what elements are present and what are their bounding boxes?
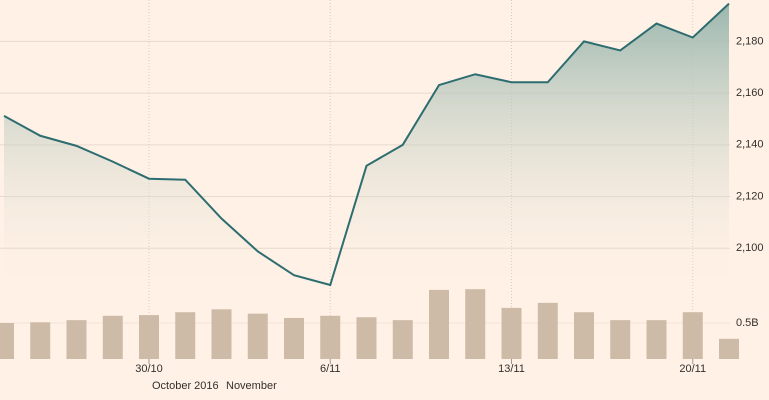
volume-bar [465, 289, 486, 359]
month-label: November [226, 380, 277, 392]
x-tick-label: 30/10 [135, 363, 163, 375]
volume-bar [429, 289, 449, 359]
volume-bar [284, 317, 304, 359]
volume-bar [66, 320, 87, 359]
volume-bar [610, 320, 631, 359]
volume-bar [0, 323, 14, 359]
volume-bar [682, 312, 703, 359]
x-tick-label: 6/11 [320, 363, 341, 375]
y-tick-label: 2,140 [736, 139, 764, 151]
y-tick-label: 2,120 [736, 190, 764, 202]
volume-bar [175, 312, 196, 359]
price-line [3, 2, 730, 287]
volume-bar [537, 302, 558, 359]
volume-bar [139, 315, 159, 359]
volume-bar [30, 322, 51, 359]
volume-bar [211, 309, 232, 359]
y2-tick-label: 0.5B [736, 317, 759, 329]
month-label: October 2016 [152, 380, 219, 392]
y-tick-label: 2,160 [736, 87, 764, 99]
price-area [4, 3, 729, 300]
volume-bar [392, 320, 413, 359]
volume-bar [646, 320, 667, 359]
volume-bar [102, 315, 123, 359]
volume-bar [574, 312, 594, 359]
y-tick-label: 2,180 [736, 35, 764, 47]
volume-bar [356, 317, 377, 359]
volume-bar [719, 338, 739, 359]
volume-bar [501, 307, 522, 359]
volume-bar [247, 313, 268, 359]
x-tick-label: 20/11 [679, 363, 706, 375]
volume-bar [320, 315, 341, 359]
y-tick-label: 2,100 [736, 242, 764, 254]
x-tick-label: 13/11 [498, 363, 525, 375]
